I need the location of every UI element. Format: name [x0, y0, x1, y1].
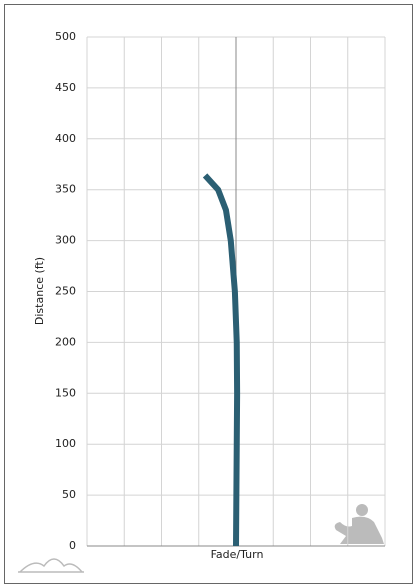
y-tick-label: 450	[55, 81, 76, 94]
player-icon	[334, 504, 384, 544]
y-tick-label: 350	[55, 183, 76, 196]
y-tick-label: 300	[55, 234, 76, 247]
y-tick-label: 200	[55, 335, 76, 348]
y-tick-label: 400	[55, 132, 76, 145]
y-tick-label: 150	[55, 386, 76, 399]
x-axis-label: Fade/Turn	[211, 548, 264, 561]
y-tick-label: 100	[55, 437, 76, 450]
frame	[4, 4, 413, 584]
y-tick-label: 50	[62, 488, 76, 501]
logo-hills	[18, 558, 84, 573]
y-tick-label: 0	[69, 539, 76, 552]
y-tick-label: 500	[55, 30, 76, 43]
y-tick-label: 250	[55, 285, 76, 298]
y-axis-label: Distance (ft)	[33, 257, 46, 325]
flight-path	[202, 173, 241, 547]
